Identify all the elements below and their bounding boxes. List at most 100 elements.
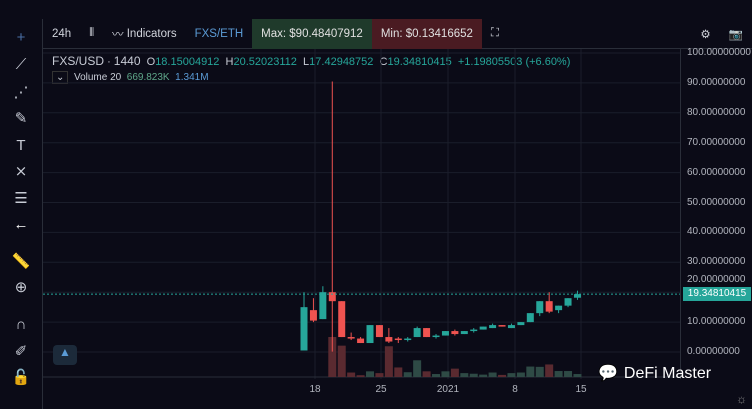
candle-body xyxy=(573,294,581,298)
indicators-button[interactable]: 〰 Indicators xyxy=(103,19,186,49)
magnet-icon[interactable]: ∩ xyxy=(15,316,27,333)
candle-body xyxy=(338,301,346,338)
price-tick-label: 10.00000000 xyxy=(687,316,746,328)
fullscreen-icon[interactable]: ⛶ xyxy=(490,27,499,39)
volume-bar xyxy=(564,371,573,377)
candle-body xyxy=(545,301,553,312)
low-value: 17.42948752 xyxy=(309,56,374,68)
volume-bar xyxy=(394,367,403,377)
watermark-text: DeFi Master xyxy=(623,365,712,382)
volume-bar xyxy=(441,371,450,377)
candle-body xyxy=(441,331,449,336)
ruler-icon[interactable]: 📏 xyxy=(11,253,31,270)
crosshair-icon[interactable]: + xyxy=(16,29,26,46)
candle-body xyxy=(404,338,412,341)
volume-bar xyxy=(328,337,337,377)
chart-legend: FXS/USD · 1440 O18.15004912 H20.52023112… xyxy=(52,54,571,84)
high-value: 20.52023112 xyxy=(233,56,297,68)
volume-ma: 1.341M xyxy=(175,72,209,83)
chart-type-icon[interactable]: ⫴ xyxy=(89,27,95,39)
logo-icon: ▲ xyxy=(53,345,77,365)
volume-bar xyxy=(337,345,346,377)
volume-bar xyxy=(347,372,356,377)
candle-body xyxy=(366,325,374,344)
price-axis[interactable]: 100.00000000 90.00000000 80.00000000 70.000… xyxy=(680,47,752,379)
volume-bar xyxy=(413,360,422,377)
symbol: FXS/USD xyxy=(52,54,105,68)
price-tick-label: 70.00000000 xyxy=(687,136,746,148)
trend-line-icon[interactable]: ⟋ xyxy=(15,56,27,73)
volume-bar xyxy=(516,372,525,377)
pair-fxs-eth-button[interactable]: FXS/ETH xyxy=(194,27,244,40)
candle-body xyxy=(526,313,534,323)
time-tick-label: 2021 xyxy=(436,384,460,395)
collapse-chevron-icon[interactable]: ⌄ xyxy=(52,71,69,84)
price-tick-label: 50.00000000 xyxy=(687,196,746,208)
candle-body xyxy=(394,338,402,341)
fib-tool-icon[interactable]: ⋰ xyxy=(13,84,29,101)
candle-body xyxy=(413,328,421,338)
candle-body xyxy=(423,328,431,338)
open-value: 18.15004912 xyxy=(155,56,220,68)
price-tick-label: 40.00000000 xyxy=(687,226,746,238)
close-value: 19.34810415 xyxy=(387,56,452,68)
h-label: H xyxy=(225,56,234,68)
volume-value: 669.823K xyxy=(126,72,170,83)
candle-body xyxy=(517,322,525,326)
price-tick-label: 60.00000000 xyxy=(687,166,746,178)
time-tick-label: 18 xyxy=(309,384,321,395)
time-tick-label: 8 xyxy=(512,384,518,395)
price-tick-label: 30.00000000 xyxy=(687,256,746,268)
volume-bar xyxy=(432,374,441,377)
axis-settings-icon[interactable]: ☼ xyxy=(736,392,747,406)
back-arrow-icon[interactable]: ← xyxy=(13,216,29,233)
volume-bar xyxy=(573,374,582,377)
volume-bar xyxy=(526,366,535,377)
volume-bar xyxy=(450,368,459,377)
o-label: O xyxy=(146,56,156,68)
volume-bar xyxy=(384,346,393,377)
volume-bar xyxy=(479,374,488,377)
volume-bar xyxy=(403,372,412,377)
candle-body xyxy=(319,292,327,320)
settings-icon[interactable]: ⚙ xyxy=(700,28,711,41)
candle-body xyxy=(328,292,336,302)
volume-bar xyxy=(488,372,497,377)
candle-body xyxy=(479,326,487,330)
candle-body xyxy=(460,331,468,335)
lock-drawings-icon[interactable]: ✐ xyxy=(14,343,28,360)
candle-body xyxy=(347,337,355,339)
volume-bar xyxy=(422,371,431,377)
volume-bar xyxy=(498,374,507,377)
interval-button[interactable]: 24h xyxy=(52,27,72,40)
candle-body xyxy=(507,325,515,329)
volume-bar xyxy=(469,373,478,377)
price-chart[interactable] xyxy=(43,49,680,379)
max-price-badge: Max: $90.48407912 xyxy=(252,18,372,49)
candle-body xyxy=(309,310,317,321)
pattern-icon[interactable]: ⨯ xyxy=(14,163,28,180)
price-tick-label: 90.00000000 xyxy=(687,76,746,88)
prediction-icon[interactable]: ☰ xyxy=(14,190,28,207)
candle-body xyxy=(357,338,365,344)
screenshot-icon[interactable]: 📷 xyxy=(728,28,743,41)
candle-body xyxy=(432,335,440,338)
interval: 1440 xyxy=(113,54,141,68)
candle-body xyxy=(385,337,393,342)
candle-body xyxy=(564,298,572,306)
unlock-icon[interactable]: 🔓 xyxy=(11,369,31,386)
volume-bar xyxy=(460,373,469,377)
price-tick-label: 0.00000000 xyxy=(687,346,740,357)
text-icon[interactable]: T xyxy=(16,137,26,154)
candle-body xyxy=(555,305,563,311)
indicators-label: Indicators xyxy=(126,27,177,40)
indicators-icon: 〰 xyxy=(112,28,127,41)
volume-bar xyxy=(545,364,554,377)
last-price-badge: 19.34810415 xyxy=(683,287,751,302)
volume-bar xyxy=(507,373,516,377)
change-value: +1.19805503 (+6.60%) xyxy=(457,56,571,68)
zoom-in-icon[interactable]: ⊕ xyxy=(14,279,28,296)
top-toolbar: 24h ⫴ 〰 Indicators FXS/ETH Max: $90.4840… xyxy=(43,18,752,49)
brush-icon[interactable]: ✎ xyxy=(14,110,28,127)
volume-bar xyxy=(366,371,375,377)
